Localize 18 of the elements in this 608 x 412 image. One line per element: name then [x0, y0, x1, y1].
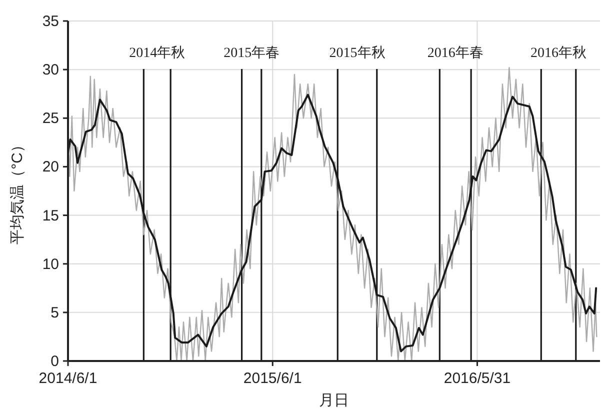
ref-line-label: 2016年秋 — [530, 45, 587, 61]
x-axis-title: 月日 — [319, 392, 349, 409]
x-tick-label: 2016/5/31 — [444, 370, 511, 387]
ref-line-label: 2015年秋 — [329, 45, 386, 61]
y-tick-label: 25 — [42, 110, 59, 128]
y-tick-label: 20 — [42, 158, 59, 176]
y-tick-label: 5 — [50, 304, 59, 322]
ref-line-label: 2014年秋 — [129, 45, 186, 61]
x-tick-label: 2015/6/1 — [243, 370, 302, 387]
y-tick-label: 0 — [50, 353, 59, 370]
y-axis-title: 平均気温（°C） — [9, 138, 26, 244]
ref-line-label: 2015年春 — [224, 45, 280, 61]
x-tick-label: 2014/6/1 — [38, 370, 98, 387]
y-tick-label: 30 — [42, 62, 59, 79]
y-tick-label: 35 — [42, 13, 59, 30]
y-tick-label: 15 — [42, 207, 59, 224]
ref-line-label: 2016年春 — [427, 45, 484, 61]
y-tick-label: 10 — [42, 256, 59, 273]
